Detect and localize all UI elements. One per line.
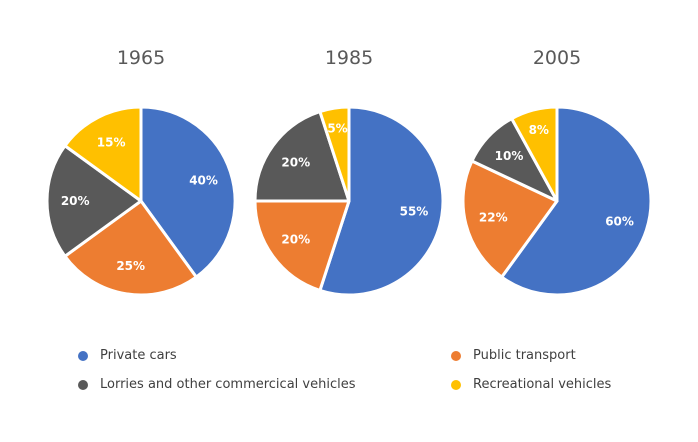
pie-label-1965-public-transport: 25% <box>116 259 145 273</box>
pie-title-2005: 2005 <box>533 47 581 69</box>
pie-label-1965-lorries-and-other-commercical-vehicles: 20% <box>61 194 90 208</box>
pie-slice-1965-recreational-vehicles <box>63 105 143 203</box>
pie-slice-1985-private-cars <box>318 105 445 297</box>
pie-title-1965: 1965 <box>117 47 165 69</box>
pie-slice-1985-lorries-and-other-commercical-vehicles <box>253 110 351 203</box>
pie-label-2005-private-cars: 60% <box>605 214 634 228</box>
pie-label-1985-private-cars: 55% <box>400 204 429 218</box>
pie-label-2005-recreational-vehicles: 8% <box>529 123 549 137</box>
pie-slice-2005-recreational-vehicles <box>510 105 559 203</box>
pie-slice-1965-public-transport <box>63 199 198 297</box>
pie-1965: 1965 40% 25% 20% 15% <box>45 47 237 297</box>
pie-slice-1965-private-cars <box>139 105 237 279</box>
pie-2005: 2005 60% 22% 10% 8% <box>461 47 653 297</box>
pie-title-1985: 1985 <box>325 47 373 69</box>
pie-slice-1985-recreational-vehicles <box>318 105 351 203</box>
pie-label-1985-public-transport: 20% <box>281 233 310 247</box>
pie-slice-2005-private-cars <box>500 105 653 297</box>
pie-label-1985-lorries-and-other-commercical-vehicles: 20% <box>281 155 310 169</box>
pie-1985: 1985 55% 20% 20% 5% <box>253 47 445 297</box>
pie-label-1965-recreational-vehicles: 15% <box>97 135 126 149</box>
pie-label-1985-recreational-vehicles: 5% <box>327 122 347 136</box>
pie-slice-1965-lorries-and-other-commercical-vehicles <box>45 144 143 258</box>
pie-label-2005-lorries-and-other-commercical-vehicles: 10% <box>495 149 524 163</box>
pie-label-2005-public-transport: 22% <box>479 210 508 224</box>
pie-slice-1985-public-transport <box>253 199 351 292</box>
pie-label-1965-private-cars: 40% <box>189 174 218 188</box>
